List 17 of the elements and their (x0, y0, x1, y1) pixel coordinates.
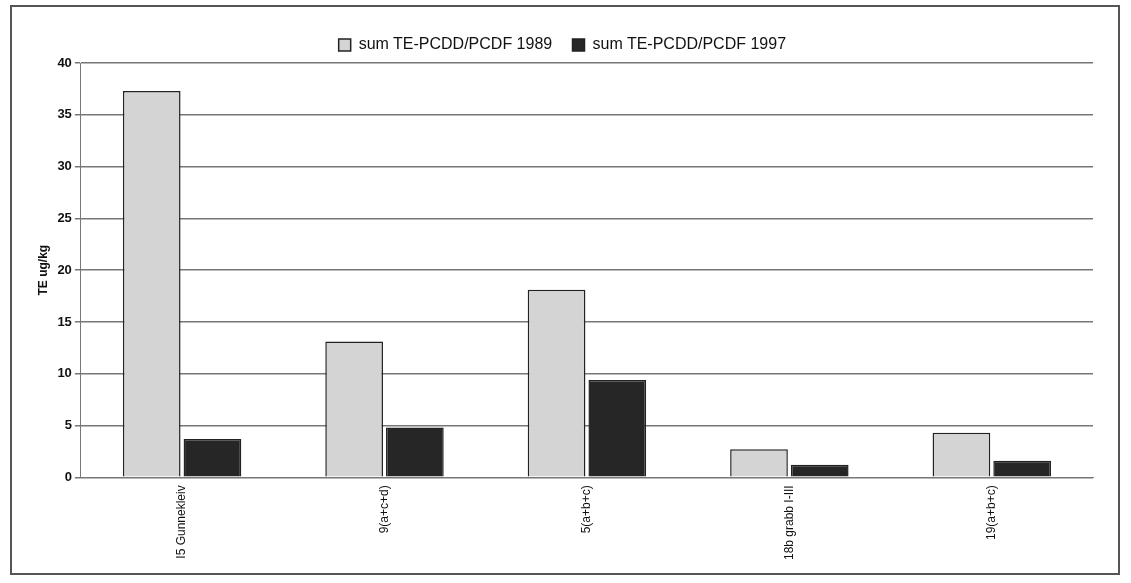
x-tick-label: 9(a+c+d) (376, 485, 391, 534)
y-axis-title: TE ug/kg (35, 244, 50, 296)
y-tick-label: 15 (57, 313, 72, 329)
legend-label: sum TE-PCDD/PCDF 1989 (358, 35, 553, 53)
legend-label: sum TE-PCDD/PCDF 1997 (592, 35, 787, 53)
y-tick-label: 25 (57, 209, 72, 225)
y-tick-label: 40 (57, 54, 72, 70)
y-tick-label: 30 (57, 158, 72, 174)
y-tick-label: 10 (57, 365, 72, 381)
y-tick-label: 20 (57, 261, 72, 277)
y-tick-label: 35 (57, 106, 72, 122)
x-tick-label: 18b grabb I-III (781, 485, 796, 561)
y-tick-label: 5 (64, 417, 72, 433)
x-tick-label: 5(a+b+c) (579, 485, 594, 534)
x-tick-label: I5 Gunnekleiv (174, 485, 189, 559)
y-tick-label: 0 (64, 468, 72, 484)
x-tick-label: 19(a+b+c) (984, 485, 999, 540)
